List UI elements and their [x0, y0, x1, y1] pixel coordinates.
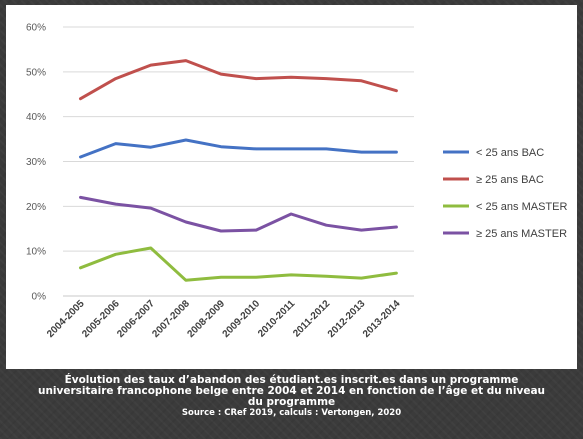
- x-axis-tick-labels: 2004-20052005-20062006-20072007-20082008…: [45, 298, 403, 340]
- y-axis-tick-labels: 0% 10% 20% 30% 40% 50% 60%: [26, 23, 46, 303]
- series-lines: [79, 59, 398, 282]
- legend-label: < 25 ans BAC: [476, 147, 544, 159]
- x-tick-label: 2009-2010: [221, 298, 263, 340]
- legend-label: ≥ 25 ans BAC: [476, 174, 544, 186]
- line-chart: 0% 10% 20% 30% 40% 50% 60% 2004-20052005-20062…: [26, 23, 567, 340]
- y-tick-label: 20%: [26, 202, 46, 213]
- series-line: [79, 138, 398, 159]
- series-line: [79, 59, 398, 101]
- caption-source: Source : CRef 2019, calculs : Vertongen,…: [181, 408, 402, 418]
- series-line: [79, 195, 398, 233]
- series-line: [79, 246, 398, 282]
- caption-title: Évolution des taux d’abandon des étudian…: [37, 374, 546, 408]
- legend-label: ≥ 25 ans MASTER: [476, 228, 567, 240]
- y-tick-label: 30%: [26, 157, 46, 168]
- y-tick-label: 10%: [26, 247, 46, 258]
- figure-caption: Évolution des taux d’abandon des étudian…: [6, 369, 577, 435]
- x-tick-label: 2013-2014: [361, 298, 403, 340]
- legend-label: < 25 ans MASTER: [476, 201, 567, 213]
- y-tick-label: 40%: [26, 112, 46, 123]
- legend: < 25 ans BAC ≥ 25 ans BAC < 25 ans MASTER ≥…: [443, 147, 567, 240]
- y-tick-label: 0%: [32, 292, 47, 303]
- chart-panel: 0% 10% 20% 30% 40% 50% 60% 2004-2005 2005-2006 2…: [6, 5, 577, 369]
- y-tick-label: 60%: [26, 23, 46, 34]
- y-tick-label: 50%: [26, 67, 46, 78]
- gridlines: [63, 26, 414, 297]
